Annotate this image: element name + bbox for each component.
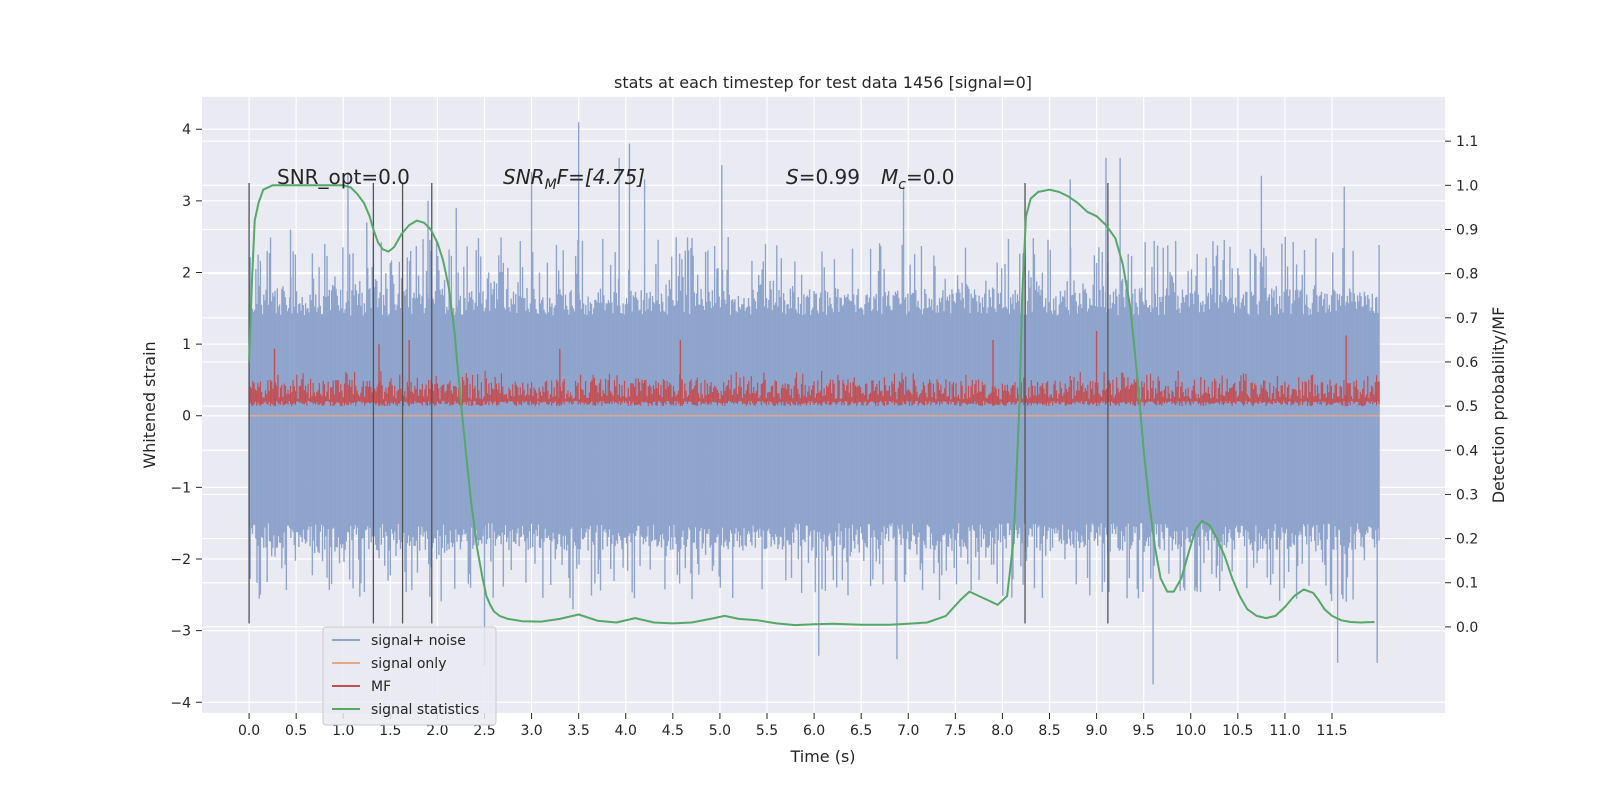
y-right-tick-label: 0.6 [1456,355,1478,371]
y-right-tick-label: 0.1 [1456,576,1478,592]
y-right-tick-label: 0.9 [1456,222,1478,238]
y-right-tick-label: 0.8 [1456,267,1478,283]
x-tick-label: 7.5 [944,723,966,739]
y-axis-right-title: Detection probability/MF [1489,307,1508,504]
x-tick-label: 8.0 [991,723,1013,739]
y-left-tick-label: 3 [182,194,191,210]
x-tick-label: 4.5 [662,723,684,739]
x-tick-label: 11.5 [1316,723,1347,739]
y-right-tick-label: 0.0 [1456,620,1478,636]
y-right-tick-label: 0.5 [1456,399,1478,415]
x-tick-label: 7.0 [897,723,919,739]
x-tick-label: 6.0 [803,723,825,739]
x-tick-label: 9.0 [1085,723,1107,739]
legend-item-signal-only: signal only [332,656,446,672]
x-tick-label: 10.0 [1175,723,1206,739]
legend-item-mf: MF [332,679,391,695]
y-left-tick-label: 2 [182,265,191,281]
x-tick-label: 2.5 [473,723,495,739]
legend-box [322,626,497,726]
x-tick-label: 4.0 [615,723,637,739]
signal-statistics-line [248,184,1375,627]
x-tick-label: 3.0 [520,723,542,739]
annotation-s-value: S=0.99 [786,165,860,189]
x-axis-title: Time (s) [789,747,855,766]
y-left-tick-label: −1 [170,480,191,496]
y-right-tick-label: 0.2 [1456,532,1478,548]
y-left-tick-label: 1 [182,337,191,353]
y-right-tick-label: 0.7 [1456,311,1478,327]
signal-plus-noise-series [248,122,1380,685]
annotation-snr-opt: SNR_opt=0.0 [277,165,410,189]
x-tick-label: 5.0 [709,723,731,739]
x-tick-label: 5.5 [756,723,778,739]
legend-label-signal-statistics: signal statistics [371,702,479,718]
signal-statistics-series [248,184,1375,627]
legend-item-signal-plus-noise: signal+ noise [332,633,466,649]
y-left-tick-label: 4 [182,122,191,138]
y-left-tick-label: −3 [170,624,191,640]
legend-item-signal-statistics: signal statistics [332,702,479,718]
legend: signal+ noise signal only MF signal stat… [322,626,497,726]
y-right-tick-label: 0.4 [1456,443,1478,459]
y-axis-left-title: Whitened strain [140,341,159,468]
x-tick-label: 11.0 [1269,723,1300,739]
x-tick-label: 0.5 [285,723,307,739]
x-tick-label: 3.5 [568,723,590,739]
x-tick-label: 2.0 [426,723,448,739]
legend-label-signal-plus-noise: signal+ noise [371,633,466,649]
x-tick-label: 10.5 [1222,723,1253,739]
legend-label-signal-only: signal only [371,656,446,672]
chart-title: stats at each timestep for test data 145… [614,73,1032,92]
y-left-tick-label: −2 [170,552,191,568]
mf-series [248,331,1380,407]
y-left-tick-label: −4 [170,695,191,711]
legend-label-mf: MF [371,679,391,695]
x-tick-label: 1.0 [332,723,354,739]
y-right-tick-label: 1.1 [1456,134,1478,150]
y-right-tick-label: 0.3 [1456,487,1478,503]
x-tick-label: 0.0 [238,723,260,739]
annotation-mc-value: Mc=0.0 [881,165,955,193]
axis-ticks: 0.0 0.5 1.0 1.5 2.0 2.5 3.0 3.5 4.0 4.5 5.0 5.5 6.0 6… [170,122,1478,739]
x-tick-label: 1.5 [379,723,401,739]
x-tick-label: 9.5 [1133,723,1155,739]
y-right-tick-label: 1.0 [1456,178,1478,194]
x-tick-label: 8.5 [1038,723,1060,739]
y-left-tick-label: 0 [182,409,191,425]
annotation-snr-mf: SNRMF=[4.75] [503,165,645,193]
x-tick-label: 6.5 [850,723,872,739]
